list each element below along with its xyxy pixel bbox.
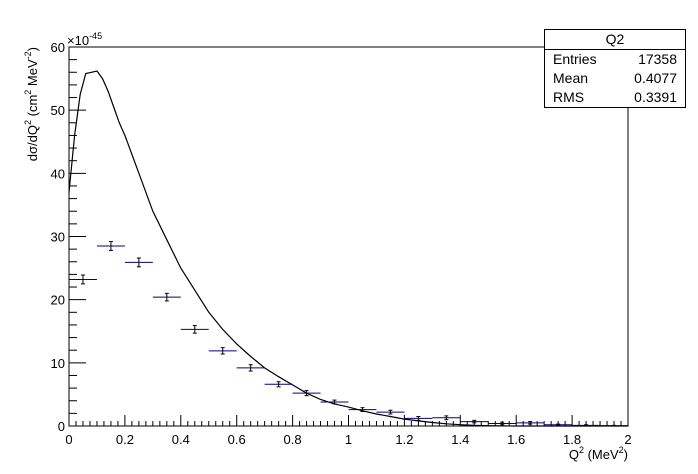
- y-tick-label: 0: [58, 419, 65, 434]
- stats-entries-label: Entries: [553, 51, 597, 67]
- y-axis-label: dσ/dQ2 (cm2 MeV-2): [23, 47, 40, 161]
- y-exponent-label: ×10-45: [67, 31, 102, 48]
- data-point: [236, 364, 265, 372]
- data-point: [152, 292, 181, 302]
- data-point: [376, 409, 405, 415]
- stats-mean-label: Mean: [553, 70, 589, 86]
- data-point: [572, 424, 601, 427]
- x-tick-label: 1: [345, 432, 352, 447]
- data-point: [124, 257, 153, 268]
- theory-curve: [68, 70, 628, 427]
- data-point: [600, 424, 628, 427]
- data-point: [69, 274, 97, 285]
- stats-row-rms: RMS 0.3391: [545, 88, 685, 107]
- data-point: [264, 381, 293, 388]
- data-point: [208, 347, 237, 355]
- x-tick-label: 0.2: [116, 432, 134, 447]
- data-point: [544, 423, 573, 426]
- y-label-part: dσ/dQ: [25, 125, 40, 161]
- stats-box: Q2 Entries 17358 Mean 0.4077 RMS 0.3391: [544, 29, 686, 108]
- data-point: [488, 421, 517, 426]
- x-tick-label: 0: [65, 432, 72, 447]
- stats-mean-value: 0.4077: [634, 70, 677, 86]
- data-point: [292, 390, 321, 397]
- data-point: [404, 416, 433, 421]
- data-point: [348, 407, 377, 412]
- y-label-part: (cm: [25, 95, 40, 120]
- y-tick-label: 40: [51, 166, 65, 181]
- x-tick-label: 1.6: [507, 432, 525, 447]
- y-label-part: MeV: [25, 59, 40, 90]
- data-point: [180, 325, 209, 334]
- x-label-sup: 2: [619, 445, 624, 455]
- stats-rms-value: 0.3391: [634, 89, 677, 105]
- stats-entries-value: 17358: [638, 51, 677, 67]
- stats-row-entries: Entries 17358: [545, 50, 685, 69]
- x-axis-label: Q2 (MeV2): [569, 445, 628, 462]
- y-tick-label: 60: [51, 40, 65, 55]
- x-label-part: ): [624, 447, 628, 462]
- x-tick-label: 1.2: [395, 432, 413, 447]
- x-tick-label: 0.8: [284, 432, 302, 447]
- stats-rms-label: RMS: [553, 89, 585, 105]
- y-exponent-power: -45: [89, 31, 102, 41]
- y-tick-label: 30: [51, 230, 65, 245]
- stats-row-mean: Mean 0.4077: [545, 69, 685, 88]
- y-tick-label: 10: [51, 356, 65, 371]
- y-label-sup: 2: [23, 90, 33, 95]
- data-point: [516, 421, 545, 425]
- stats-title: Q2: [545, 30, 685, 50]
- x-label-part: Q: [569, 447, 579, 462]
- x-label-sup: 2: [579, 445, 584, 455]
- x-tick-label: 1.8: [563, 432, 581, 447]
- x-tick-label: 2: [624, 432, 631, 447]
- x-tick-label: 1.4: [451, 432, 469, 447]
- data-point: [320, 399, 349, 405]
- x-tick-label: 0.4: [172, 432, 190, 447]
- x-tick-label: 0.6: [228, 432, 246, 447]
- y-label-sup: -2: [23, 51, 33, 59]
- data-point: [432, 415, 461, 421]
- y-tick-label: 50: [51, 103, 65, 118]
- y-label-part: ): [25, 47, 40, 51]
- y-tick-label: 20: [51, 293, 65, 308]
- data-point: [96, 241, 125, 251]
- y-label-sup: 2: [23, 120, 33, 125]
- x-label-part: (MeV: [584, 447, 619, 462]
- data-point: [460, 419, 489, 424]
